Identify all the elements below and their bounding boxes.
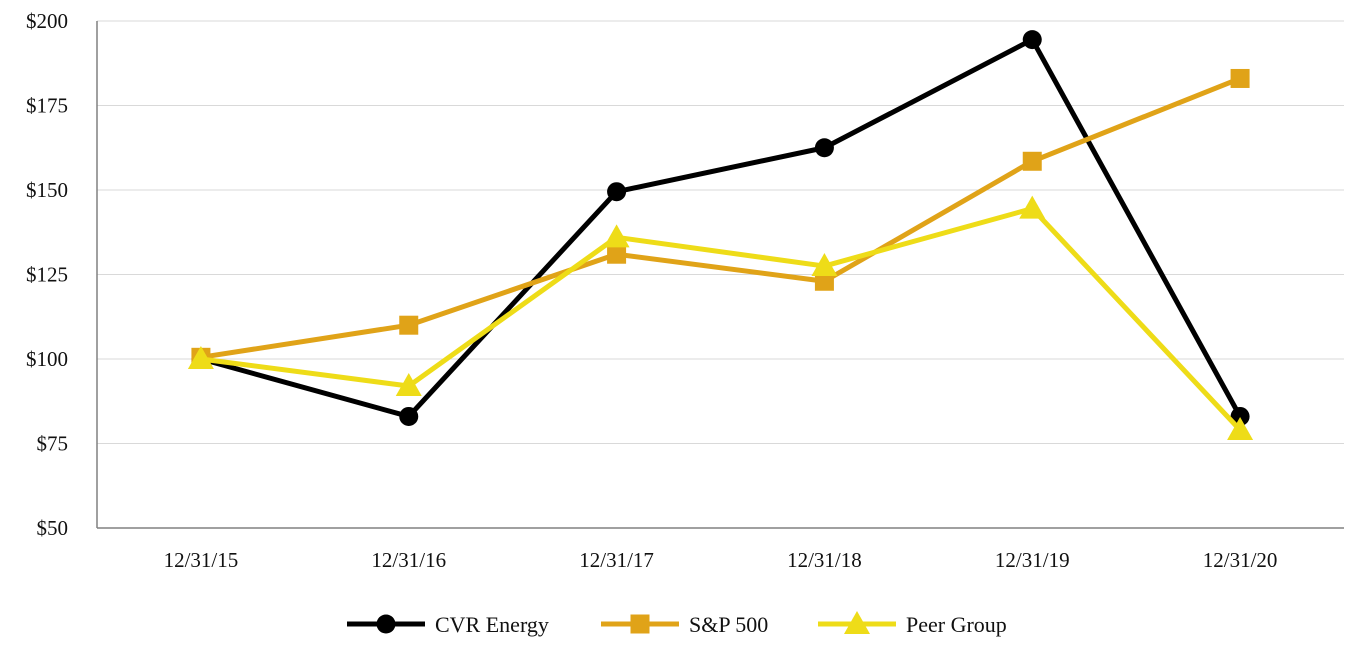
data-point	[811, 253, 838, 277]
legend-marker	[630, 614, 650, 634]
y-tick-label: $125	[26, 263, 68, 287]
y-tick-label: $175	[26, 94, 68, 118]
x-tick-label: 12/31/15	[164, 548, 239, 572]
x-tick-label: 12/31/16	[371, 548, 446, 572]
legend: CVR Energy S&P 500 Peer Group	[347, 611, 1007, 637]
x-tick-label: 12/31/20	[1203, 548, 1278, 572]
x-axis-ticks: 12/31/15 12/31/16 12/31/17 12/31/18 12/31/19…	[164, 548, 1278, 572]
series-line	[200, 76, 1242, 360]
data-point	[814, 271, 834, 291]
series-layer	[187, 30, 1254, 440]
data-point	[399, 315, 419, 335]
y-tick-label: $50	[37, 516, 69, 540]
axes	[96, 21, 1344, 529]
data-point	[1022, 151, 1042, 171]
legend-marker	[376, 614, 396, 634]
x-tick-label: 12/31/17	[579, 548, 654, 572]
data-point	[1227, 416, 1254, 440]
data-point	[607, 244, 627, 264]
y-tick-label: $200	[26, 9, 68, 33]
legend-item: Peer Group	[818, 611, 1007, 637]
series-s-p-500	[191, 68, 1250, 367]
x-tick-label: 12/31/18	[787, 548, 862, 572]
data-point	[1230, 68, 1250, 88]
legend-item: S&P 500	[601, 612, 768, 637]
data-point	[1022, 30, 1042, 50]
x-tick-label: 12/31/19	[995, 548, 1070, 572]
y-tick-label: $150	[26, 178, 68, 202]
grid-lines	[97, 20, 1344, 444]
series-line	[200, 206, 1242, 432]
data-point	[395, 373, 422, 397]
series-cvr-energy	[191, 30, 1250, 426]
y-axis-ticks: $50 $75 $100 $125 $150 $175 $200	[26, 9, 68, 540]
legend-item: CVR Energy	[347, 612, 549, 637]
legend-marker	[844, 611, 870, 634]
series-line	[200, 37, 1243, 419]
data-point	[1019, 195, 1046, 219]
data-point	[187, 346, 214, 369]
y-tick-label: $100	[26, 347, 68, 371]
data-point	[399, 406, 419, 426]
legend-label: Peer Group	[906, 612, 1007, 637]
data-point	[607, 182, 627, 202]
data-point	[603, 224, 630, 248]
legend-label: CVR Energy	[435, 612, 549, 637]
series-peer-group	[187, 195, 1254, 440]
legend-label: S&P 500	[689, 612, 768, 637]
data-point	[1230, 406, 1250, 426]
y-tick-label: $75	[37, 432, 69, 456]
data-point	[814, 138, 834, 158]
